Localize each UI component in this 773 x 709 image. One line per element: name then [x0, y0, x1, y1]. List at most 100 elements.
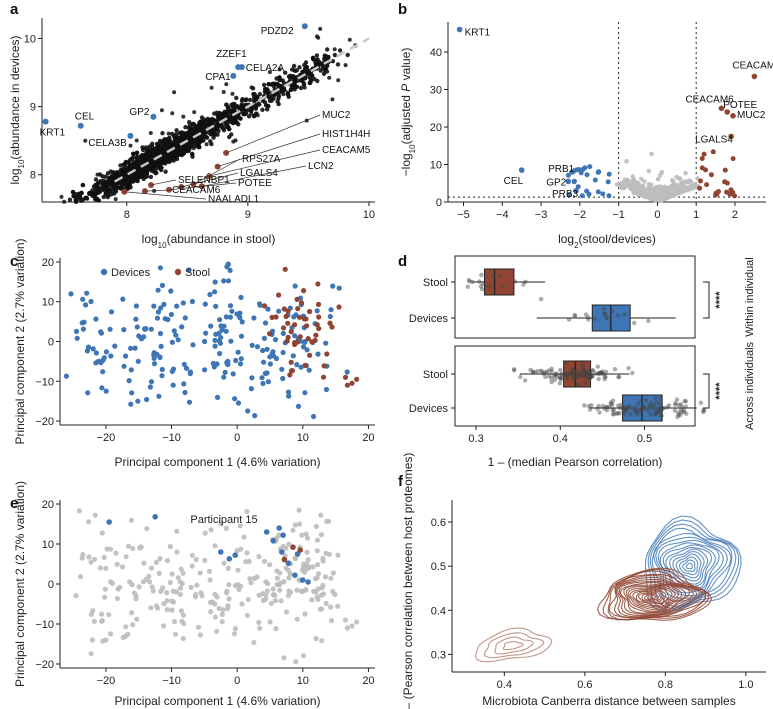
- data-point: [190, 151, 195, 157]
- jitter-point: [586, 375, 591, 380]
- jitter-point: [583, 373, 588, 378]
- background-sample-point: [218, 521, 224, 527]
- device-sample-point: [213, 303, 219, 309]
- device-sample-point: [173, 332, 179, 338]
- jitter-point: [511, 368, 517, 373]
- jitter-point: [701, 409, 706, 415]
- background-sample-point: [354, 619, 360, 625]
- device-enriched-point: [586, 191, 592, 197]
- data-point: [199, 115, 205, 120]
- stool-sample-point: [349, 380, 355, 386]
- jitter-point: [675, 414, 680, 420]
- device-sample-point: [190, 342, 196, 348]
- data-point: [59, 194, 64, 199]
- device-sample-point: [267, 354, 273, 360]
- jitter-point: [619, 402, 624, 407]
- jitter-point: [558, 372, 564, 377]
- background-sample-point: [146, 573, 152, 580]
- device-sample-point: [81, 319, 87, 325]
- data-point: [233, 138, 238, 143]
- data-point: [88, 190, 93, 196]
- background-sample-point: [219, 619, 225, 625]
- stool-enriched-point: [697, 185, 703, 191]
- background-sample-point: [332, 591, 338, 598]
- background-sample-point: [303, 531, 309, 537]
- device-sample-point: [225, 361, 231, 368]
- stool-contour-line: [647, 593, 660, 601]
- jitter-point: [577, 382, 582, 388]
- device-sample-point: [80, 296, 86, 302]
- device-sample-point: [212, 343, 218, 349]
- background-sample-point: [304, 561, 310, 568]
- highlighted-device-point: [305, 579, 311, 585]
- background-sample-point: [274, 575, 280, 581]
- jitter-point: [577, 371, 582, 376]
- data-point: [305, 68, 310, 73]
- data-point: [149, 166, 155, 172]
- jitter-point: [649, 400, 654, 405]
- device-sample-point: [300, 344, 307, 350]
- data-point: [614, 182, 620, 187]
- data-point: [227, 126, 232, 132]
- jitter-point: [574, 374, 580, 379]
- jitter-point: [611, 411, 617, 417]
- device-sample-point: [212, 279, 218, 285]
- device-sample-point: [227, 314, 233, 320]
- jitter-point: [640, 403, 646, 409]
- devices-contour-line: [669, 548, 709, 585]
- data-point: [187, 120, 192, 125]
- jitter-point: [628, 412, 633, 417]
- stool-sample-point: [292, 341, 298, 348]
- device-sample-point: [144, 396, 150, 403]
- background-sample-point: [320, 558, 326, 564]
- stool-enriched-point: [710, 149, 716, 155]
- jitter-point: [629, 406, 635, 411]
- background-sample-point: [102, 586, 108, 592]
- data-point: [620, 185, 626, 190]
- background-sample-point: [202, 557, 208, 564]
- jitter-point: [584, 376, 589, 381]
- data-point: [209, 85, 214, 90]
- background-sample-point: [256, 592, 262, 598]
- background-sample-point: [300, 653, 307, 659]
- panel-c-ytick-label: −20: [35, 416, 54, 428]
- device-sample-point: [161, 301, 167, 307]
- stool-sample-point: [267, 331, 273, 337]
- background-sample-point: [89, 637, 95, 643]
- data-point: [321, 71, 327, 77]
- data-point: [624, 159, 629, 164]
- panel-a-xtick-label: 10: [363, 209, 375, 221]
- device-sample-point: [254, 344, 261, 350]
- data-point: [170, 111, 175, 116]
- jitter-point: [602, 376, 607, 382]
- jitter-point: [549, 376, 554, 381]
- background-sample-point: [125, 543, 132, 549]
- jitter-point: [659, 413, 664, 418]
- jitter-point: [648, 404, 653, 410]
- data-point: [177, 136, 183, 141]
- volcano-point-label: KRT1: [465, 28, 491, 39]
- jitter-point: [678, 402, 684, 407]
- panel-c-xtick-label: −20: [97, 432, 116, 444]
- device-enriched-point: [77, 122, 84, 129]
- background-sample-point: [319, 638, 325, 644]
- background-sample-point: [133, 596, 139, 602]
- data-point: [674, 182, 680, 188]
- jitter-point: [572, 371, 577, 376]
- data-point: [318, 26, 323, 31]
- jitter-point: [672, 402, 678, 407]
- jitter-point: [558, 377, 564, 382]
- background-sample-point: [224, 588, 230, 594]
- highlighted-device-point: [270, 538, 277, 544]
- data-point: [131, 159, 136, 164]
- background-sample-point: [167, 579, 173, 586]
- data-point: [203, 134, 209, 140]
- data-point: [123, 175, 128, 181]
- data-point: [285, 92, 291, 97]
- background-sample-point: [157, 556, 163, 562]
- data-point: [134, 138, 139, 143]
- panel-f-ytick-label: 0.3: [431, 649, 446, 661]
- device-sample-point: [132, 345, 138, 351]
- panel-f-ytick-label: 0.6: [431, 517, 446, 529]
- background-sample-point: [197, 632, 203, 638]
